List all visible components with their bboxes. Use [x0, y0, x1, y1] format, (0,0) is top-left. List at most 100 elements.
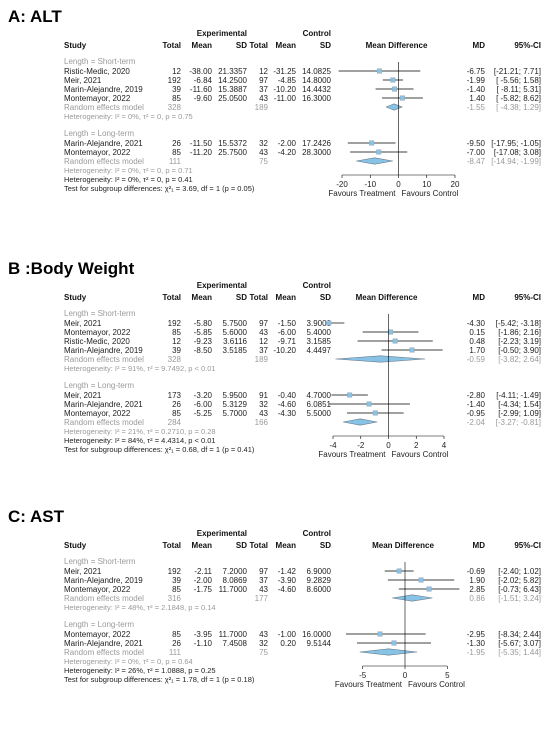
ctl-mean-header: Mean: [276, 293, 297, 302]
exp-mean: -3.95: [194, 630, 213, 639]
exp-sd-header: SD: [236, 541, 247, 550]
ctl-mean: -6.00: [278, 328, 297, 337]
ctl-mean: -1.00: [278, 630, 297, 639]
study-name: Meir, 2021: [64, 76, 102, 85]
ctl-total: 12: [259, 67, 268, 76]
ctl-sd: 6.0851: [307, 400, 332, 409]
random-effects-diamond: [356, 157, 393, 165]
re-exp-total: 111: [169, 648, 182, 657]
md-value: -6.75: [467, 67, 486, 76]
experimental-header: Experimental: [197, 29, 247, 38]
ctl-sd: 14.0825: [302, 67, 331, 76]
x-tick-label: 0: [396, 180, 401, 189]
study-square: [377, 631, 383, 637]
exp-total: 85: [172, 585, 181, 594]
subgroup-heterogeneity: Heterogeneity: I² = 0%, τ² = 0, p = 0.64: [64, 657, 193, 666]
exp-total-header: Total: [162, 541, 181, 550]
ctl-sd: 5.5000: [307, 409, 332, 418]
re-ctl-total: 189: [255, 355, 269, 364]
ctl-sd-header: SD: [320, 41, 331, 50]
exp-sd: 15.3887: [218, 85, 247, 94]
study-square: [376, 149, 382, 155]
study-square: [372, 410, 378, 416]
ci-value: [-17.95; -1.05]: [491, 139, 541, 148]
x-tick-label: -20: [336, 180, 348, 189]
ctl-sd: 16.0000: [302, 630, 331, 639]
study-square: [418, 577, 424, 583]
random-effects-label: Random effects model: [64, 648, 144, 657]
ctl-mean: 0.20: [280, 639, 296, 648]
re-ctl-total: 75: [259, 157, 268, 166]
ctl-mean: -2.00: [278, 139, 297, 148]
x-tick-label: 0: [386, 441, 391, 450]
ctl-total: 43: [259, 328, 268, 337]
x-tick-label: -2: [357, 441, 365, 450]
ctl-sd: 14.4432: [302, 85, 331, 94]
subgroup-label: Length = Long-term: [64, 620, 134, 629]
md-value: -2.95: [467, 630, 486, 639]
exp-total: 192: [168, 567, 182, 576]
favours-control-label: Favours Control: [408, 680, 465, 689]
study-square: [388, 329, 394, 335]
random-effects-label: Random effects model: [64, 594, 144, 603]
re-exp-total: 316: [168, 594, 182, 603]
exp-sd: 7.2000: [223, 567, 248, 576]
md-value: -7.00: [467, 148, 486, 157]
study-name: Marin-Alejandre, 2021: [64, 139, 143, 148]
exp-total-header: Total: [162, 41, 181, 50]
subgroup-heterogeneity: Heterogeneity: I² = 0%, τ² = 0, p = 0.75: [64, 112, 193, 121]
study-header: Study: [64, 293, 87, 302]
favours-treatment-label: Favours Treatment: [318, 450, 386, 459]
exp-mean: -1.75: [194, 585, 213, 594]
study-header: Study: [64, 541, 87, 550]
study-square: [399, 95, 405, 101]
favours-control-label: Favours Control: [402, 189, 459, 198]
study-name: Montemayor, 2022: [64, 148, 131, 157]
re-ci-value: [-3.82; 2.64]: [498, 355, 541, 364]
ctl-mean-header: Mean: [276, 41, 297, 50]
study-name: Meir, 2021: [64, 391, 102, 400]
ctl-mean: -4.20: [278, 148, 297, 157]
ctl-mean: -11.00: [274, 94, 297, 103]
exp-total: 85: [172, 148, 181, 157]
study-name: Marin-Alejandre, 2019: [64, 346, 143, 355]
exp-mean: -5.85: [194, 328, 213, 337]
md-value: 2.85: [469, 585, 485, 594]
subgroup-test: Test for subgroup differences: χ²₁ = 1.7…: [64, 675, 255, 684]
ctl-total: 32: [259, 139, 268, 148]
exp-total: 85: [172, 409, 181, 418]
study-square: [369, 140, 375, 146]
exp-total: 173: [168, 391, 182, 400]
exp-mean: -8.50: [194, 346, 213, 355]
ci-value: [-8.34; 2.44]: [498, 630, 541, 639]
panel-title: C: AST: [8, 507, 65, 526]
exp-total: 39: [172, 346, 181, 355]
ctl-total: 43: [259, 148, 268, 157]
exp-total: 26: [172, 400, 181, 409]
exp-mean: -5.25: [194, 409, 213, 418]
x-tick-label: 2: [414, 441, 419, 450]
random-effects-label: Random effects model: [64, 103, 144, 112]
exp-total: 85: [172, 94, 181, 103]
ctl-sd: 8.6000: [307, 585, 332, 594]
ctl-mean-header: Mean: [276, 541, 297, 550]
study-square: [366, 401, 372, 407]
exp-sd: 25.7500: [218, 148, 247, 157]
exp-mean: -2.00: [194, 576, 213, 585]
ci-value: [ -5.56; 1.58]: [496, 76, 541, 85]
ctl-mean: -10.20: [273, 85, 296, 94]
ctl-total: 12: [259, 337, 268, 346]
ci-value: [-2.23; 3.19]: [498, 337, 541, 346]
ctl-total: 97: [259, 76, 268, 85]
ctl-total: 32: [259, 639, 268, 648]
ci-value: [ -8.11; 5.31]: [497, 85, 541, 94]
exp-sd: 5.7500: [223, 319, 248, 328]
exp-sd: 3.5185: [223, 346, 248, 355]
ci-value: [-1.86; 2.16]: [498, 328, 541, 337]
ctl-sd: 5.4000: [307, 328, 332, 337]
md-header: MD: [473, 41, 486, 50]
study-name: Meir, 2021: [64, 319, 102, 328]
study-name: Montemayor, 2022: [64, 328, 131, 337]
exp-total: 12: [172, 67, 181, 76]
md-value: 0.15: [469, 328, 485, 337]
